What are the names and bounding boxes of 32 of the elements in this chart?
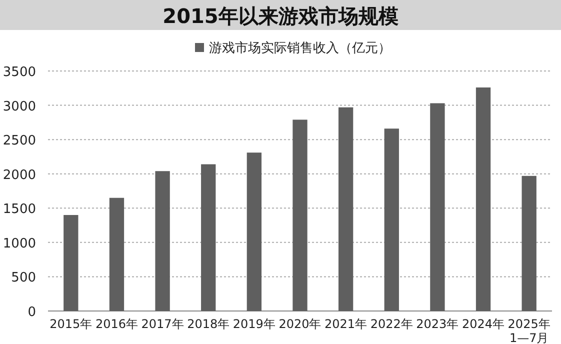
x-tick-label: 2021年	[324, 317, 368, 331]
y-tick-label: 3500	[2, 65, 36, 80]
y-tick-label: 500	[11, 270, 36, 286]
x-tick-label: 2020年	[278, 317, 322, 331]
bar	[64, 215, 78, 311]
bar	[109, 198, 124, 311]
bar	[476, 87, 491, 311]
bar	[384, 128, 399, 311]
y-tick-label: 1000	[2, 236, 36, 252]
legend-label: 游戏市场实际销售收入（亿元）	[209, 41, 391, 56]
bar	[201, 164, 216, 311]
x-tick-label: 2023年	[415, 317, 460, 331]
y-tick-label: 1500	[2, 202, 36, 218]
x-tick-label: 2018年	[186, 317, 231, 331]
bar	[155, 171, 170, 311]
y-tick-label: 3000	[2, 99, 36, 114]
bar	[338, 107, 354, 311]
x-tick-label: 2025年 1—7月	[506, 317, 552, 344]
chart-title: 2015年以来游戏市场规模	[162, 4, 398, 28]
bar	[430, 103, 445, 311]
x-tick-label: 2024年	[460, 317, 506, 331]
bar	[522, 176, 536, 311]
y-tick-label: 0	[28, 305, 36, 320]
x-tick-label: 2017年	[140, 317, 185, 331]
x-tick-label: 2019年	[232, 317, 276, 331]
x-tick-label: 2016年	[94, 317, 139, 331]
bar	[246, 152, 262, 311]
x-tick-label: 2022年	[369, 317, 414, 331]
y-tick-label: 2000	[2, 168, 36, 183]
y-tick-label: 2500	[2, 134, 36, 149]
x-tick-label: 2015年	[48, 317, 94, 331]
bar	[292, 120, 308, 311]
